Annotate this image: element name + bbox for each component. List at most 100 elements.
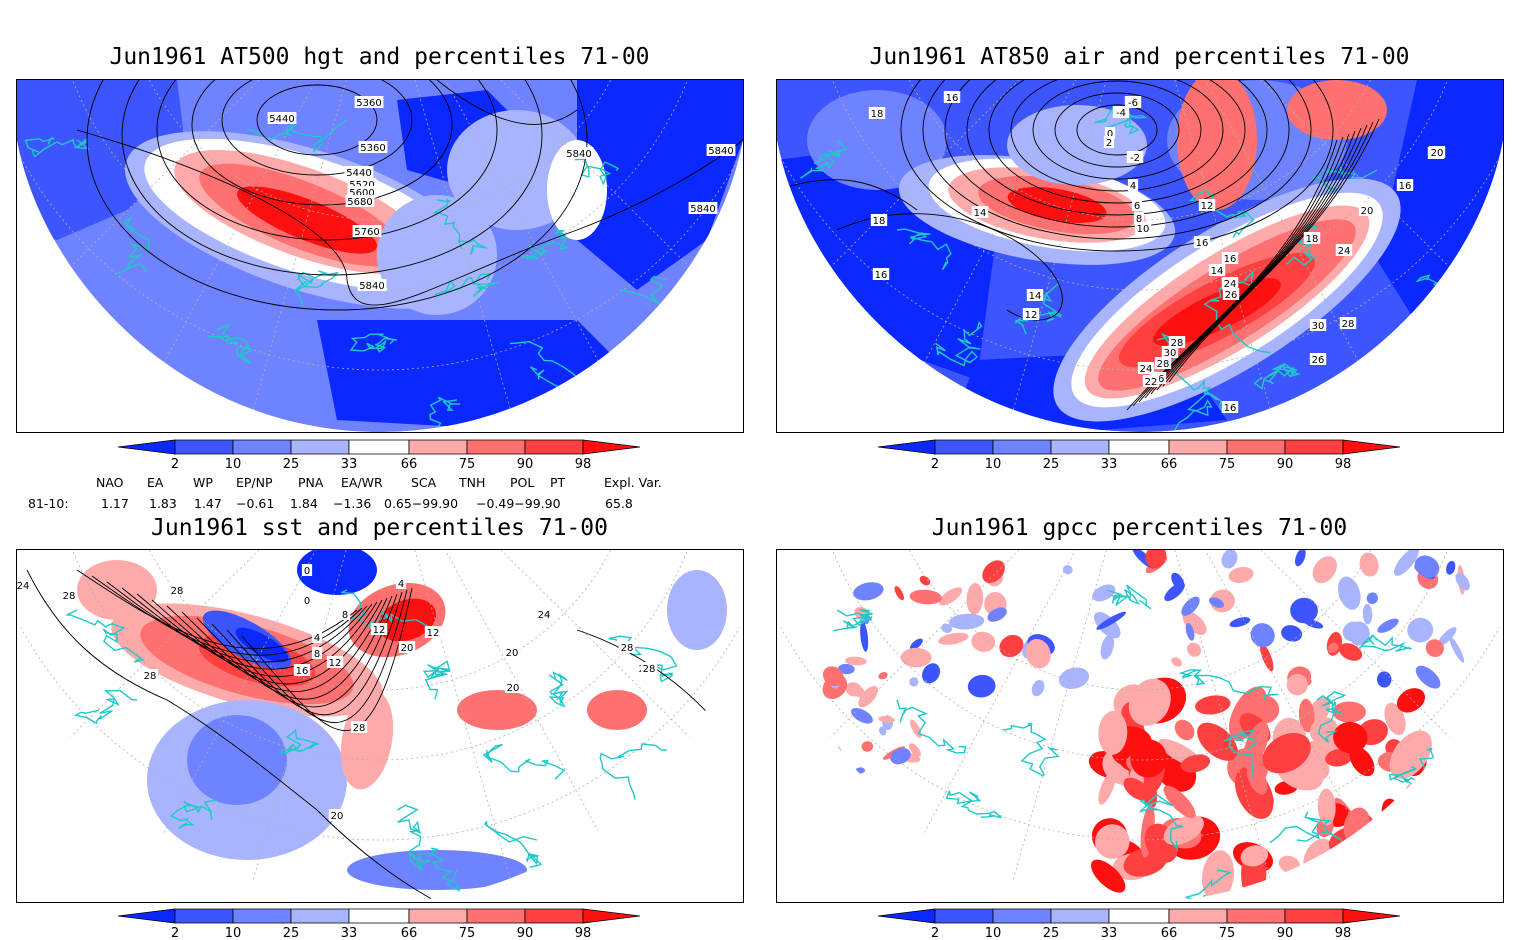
- svg-text:12: 12: [427, 628, 440, 639]
- precip-anomaly: [1123, 777, 1150, 801]
- contour-label: 5840: [357, 279, 387, 292]
- precip-anomaly: [948, 613, 985, 630]
- anomaly-shading: [297, 550, 377, 595]
- svg-text:26: 26: [1225, 290, 1238, 301]
- contour-label: 28: [60, 589, 78, 602]
- colorbar-hgt500: 2 10 25 33 66 75 90 98: [117, 439, 641, 472]
- index-header-explvar: Expl. Var.: [604, 475, 662, 490]
- index-header-eawr: EA/WR: [341, 475, 383, 490]
- colorbar-band: [466, 908, 526, 924]
- map-panel-air850: 16 18 -6 -4 0 -2 2 4 6 8 10 12 14 16 18 16 14 12 14 16 24 26 2…: [776, 79, 1504, 433]
- precip-anomaly: [1446, 560, 1456, 575]
- coastlines: [832, 584, 1435, 902]
- svg-text:24: 24: [1338, 246, 1351, 257]
- index-value-nao: 1.17: [101, 496, 129, 511]
- colorbar-tick-label: 10: [985, 926, 1002, 940]
- temperature-contour: [1156, 124, 1368, 391]
- precip-anomaly: [909, 589, 942, 605]
- index-header-epnp: EP/NP: [236, 475, 273, 490]
- colorbar-band: [992, 908, 1052, 924]
- colorbar-tick-label: 33: [1101, 457, 1118, 472]
- colorbar-bands: [877, 439, 1401, 455]
- contour-label: 4: [395, 577, 407, 590]
- contour-label: 12: [1022, 308, 1040, 321]
- contour-label: 24: [1335, 244, 1353, 257]
- contour-label: 20: [328, 809, 346, 822]
- colorbar-tick-label: 98: [1335, 457, 1352, 472]
- colorbar-tick-label: 33: [341, 457, 358, 472]
- precip-anomaly: [1250, 623, 1275, 648]
- precip-anomaly: [1312, 556, 1337, 584]
- svg-text:0: 0: [1107, 129, 1113, 140]
- colorbar-tick-label: 10: [225, 457, 242, 472]
- temperature-contours: 1618-6-40-224681012141618161412141624262…: [777, 80, 1446, 414]
- svg-text:0: 0: [304, 596, 310, 607]
- svg-text:16: 16: [1399, 181, 1412, 192]
- svg-text:12: 12: [1025, 310, 1038, 321]
- anomaly-shading: [547, 140, 607, 240]
- contour-label: 5840: [706, 144, 736, 157]
- svg-text:24: 24: [17, 581, 29, 592]
- precip-anomaly: [1325, 748, 1353, 767]
- panel-title-gpcc: Jun1961 gpcc percentiles 71-00: [931, 515, 1348, 541]
- precip-anomaly: [1181, 596, 1200, 616]
- contour-label: 24: [17, 579, 32, 592]
- precip-anomaly: [1455, 572, 1470, 591]
- svg-text:18: 18: [873, 216, 886, 227]
- temperature-contour: [1168, 118, 1380, 383]
- sst-contour: [136, 593, 378, 677]
- index-value-pna: 1.84: [290, 496, 318, 511]
- index-header-sca: SCA: [411, 475, 437, 490]
- precip-anomaly: [1359, 552, 1379, 577]
- contour-label: -6: [1124, 96, 1142, 109]
- contour-label: 16: [1221, 401, 1239, 414]
- colorbar-tick-label: 66: [1161, 926, 1178, 940]
- precip-anomaly: [1333, 721, 1368, 754]
- graticule: [777, 80, 1503, 432]
- contour-label: 16: [943, 91, 961, 104]
- precip-anomaly: [1185, 622, 1195, 641]
- svg-text:5840: 5840: [690, 204, 715, 215]
- contour-label: 5440: [344, 166, 374, 179]
- contour-label: 0: [301, 564, 313, 577]
- colorbar-band: [1226, 439, 1286, 455]
- colorbar-tick-label: 25: [283, 457, 300, 472]
- colorbar-band: [290, 908, 350, 924]
- precip-anomaly: [1286, 673, 1308, 696]
- contour-label: 28: [1339, 317, 1357, 330]
- precip-anomaly: [1229, 617, 1251, 628]
- svg-text:12: 12: [373, 625, 386, 636]
- svg-text:16: 16: [1224, 254, 1237, 265]
- contour-label: 14: [1208, 264, 1226, 277]
- precip-anomaly: [1182, 611, 1207, 635]
- contour-label: -4: [1112, 106, 1130, 119]
- contour-label: 24: [1137, 362, 1155, 375]
- svg-text:20: 20: [331, 811, 344, 822]
- anomaly-shading: [235, 627, 289, 663]
- colorbar-tick-label: 66: [401, 926, 418, 940]
- precip-anomaly: [1262, 732, 1311, 774]
- precip-anomaly: [851, 685, 865, 698]
- colorbar-band: [1108, 439, 1170, 455]
- precip-anomaly: [1377, 671, 1392, 688]
- precip-anomaly: [1290, 597, 1318, 624]
- map-panel-sst: 2428282800481216481212202024202828242820: [16, 549, 744, 903]
- precip-anomaly: [1195, 695, 1231, 715]
- precip-anomaly: [1163, 814, 1204, 846]
- precip-anomaly: [982, 560, 1005, 583]
- precip-anomaly: [1332, 701, 1367, 723]
- temperature-contour: [836, 213, 1063, 321]
- contour-label: 16: [293, 664, 311, 677]
- sst-contour: [166, 597, 388, 692]
- svg-text:16: 16: [1196, 238, 1209, 249]
- contour-label: 12: [1198, 199, 1216, 212]
- precip-anomaly: [938, 632, 969, 645]
- colorbar-band: [1168, 439, 1228, 455]
- precip-anomaly: [1246, 764, 1268, 795]
- precip-anomaly: [1362, 603, 1373, 625]
- precip-anomaly: [1208, 597, 1225, 608]
- colorbar-band: [1050, 439, 1110, 455]
- coastlines: [24, 115, 700, 432]
- colorbar-tick-label: 10: [985, 457, 1002, 472]
- index-value-explvar: 65.8: [605, 496, 633, 511]
